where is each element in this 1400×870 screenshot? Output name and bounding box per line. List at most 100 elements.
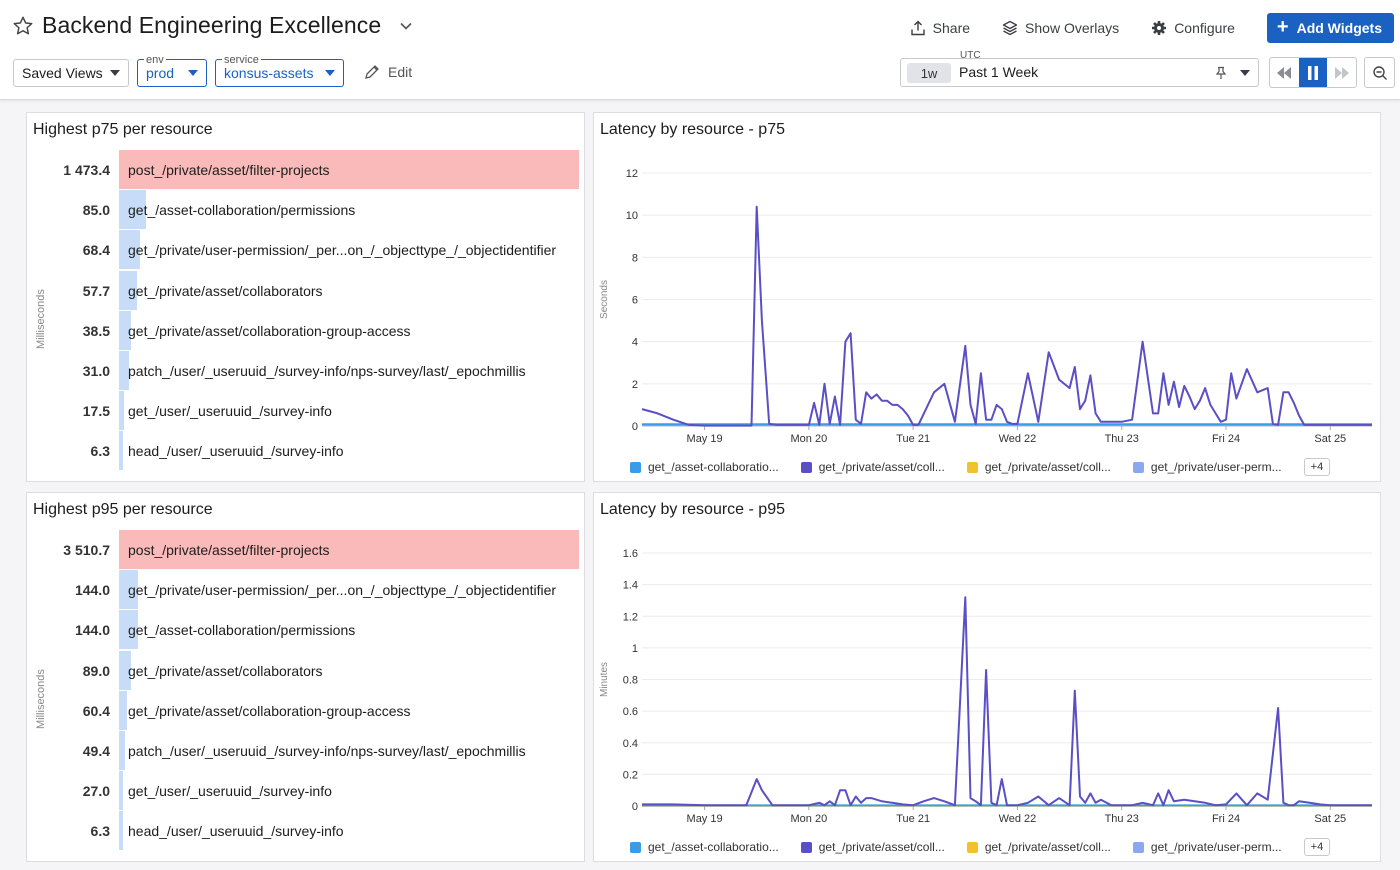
widget-title[interactable]: Highest p75 per resource [33, 121, 213, 138]
add-widgets-button[interactable]: + Add Widgets [1266, 13, 1394, 43]
series-line[interactable] [642, 596, 1372, 807]
caret-down-icon [188, 70, 198, 76]
chart-legend: get_/asset-collaboratio... get_/private/a… [630, 837, 1331, 857]
toplist-row[interactable]: 49.4 patch_/user/_useruuid_/survey-info/n… [27, 731, 584, 771]
toplist-resource-name: get_/private/asset/collaboration-group-a… [128, 702, 411, 719]
toplist-bar [119, 230, 141, 270]
legend-swatch [1132, 841, 1144, 853]
star-icon[interactable] [12, 15, 34, 37]
chart-legend: get_/asset-collaboratio... get_/private/a… [630, 457, 1331, 477]
series-line[interactable] [641, 205, 1372, 427]
rewind-button[interactable] [1270, 58, 1299, 87]
time-picker[interactable]: 1w Past 1 Week [900, 58, 1259, 87]
service-value: konsus-assets [224, 65, 314, 81]
edit-button[interactable]: Edit [364, 64, 412, 80]
toplist-resource-name: get_/asset-collaboration/permissions [128, 202, 356, 219]
toplist-bar [119, 731, 126, 770]
toplist-row[interactable]: 6.3 head_/user/_useruuid_/survey-info [27, 811, 584, 851]
toplist-value: 85.0 [82, 202, 110, 219]
configure-button[interactable]: Configure [1151, 13, 1235, 43]
x-tick-label: Tue 21 [896, 813, 930, 825]
saved-views-select[interactable]: Saved Views [13, 59, 129, 87]
toplist-row[interactable]: 57.7 get_/private/asset/collaborators [27, 270, 584, 311]
pause-icon [1308, 65, 1318, 80]
toplist-row[interactable]: 6.3 head_/user/_useruuid_/survey-info [27, 431, 584, 471]
toplist-row[interactable]: 17.5 get_/user/_useruuid_/survey-info [27, 391, 584, 431]
env-label: env [144, 54, 166, 66]
gear-icon [1152, 21, 1167, 35]
toplist-row[interactable]: 27.0 get_/user/_useruuid_/survey-info [27, 771, 584, 811]
toplist-value: 6.3 [90, 823, 110, 840]
widget-title[interactable]: Latency by resource - p75 [600, 121, 785, 138]
x-tick-label: Thu 23 [1105, 433, 1139, 445]
pin-icon[interactable] [1214, 66, 1228, 80]
y-tick-label: 0 [632, 421, 638, 433]
legend-item[interactable]: get_/private/user-perm... [1132, 460, 1282, 474]
toplist-row[interactable]: 89.0 get_/private/asset/collaborators [27, 650, 584, 691]
y-axis-label: Seconds [599, 280, 610, 319]
x-tick-label: Fri 24 [1212, 813, 1240, 825]
legend-item[interactable]: get_/private/user-perm... [1132, 840, 1282, 854]
p75-toplist-widget: Highest p75 per resource Milliseconds 1 … [26, 112, 585, 482]
share-button[interactable]: Share [910, 13, 970, 43]
legend-item[interactable]: get_/private/asset/coll... [966, 460, 1111, 474]
toplist-row[interactable]: 144.0 get_/private/user-permission/_per..… [27, 570, 584, 610]
toplist-value: 60.4 [82, 702, 110, 719]
caret-down-icon[interactable] [1240, 70, 1250, 76]
legend-item[interactable]: get_/private/asset/coll... [800, 460, 945, 474]
toplist-value: 17.5 [82, 403, 110, 420]
widget-title[interactable]: Latency by resource - p95 [600, 501, 785, 518]
env-select[interactable]: env prod [137, 54, 207, 87]
toplist-row[interactable]: 1 473.4 post_/private/asset/filter-projec… [27, 150, 584, 190]
time-range-label: Past 1 Week [959, 64, 1039, 80]
legend-more-button[interactable]: +4 [1303, 458, 1331, 476]
widget-title[interactable]: Highest p95 per resource [33, 501, 213, 518]
x-tick-label: Wed 22 [999, 433, 1037, 445]
dashboard-header: Backend Engineering Excellence Share Sho… [0, 0, 1400, 100]
legend-more-button[interactable]: +4 [1303, 838, 1331, 856]
toplist-row[interactable]: 38.5 get_/private/asset/collaboration-gro… [27, 310, 584, 351]
toplist-bar [119, 530, 579, 569]
legend-label: get_/private/asset/coll... [818, 840, 945, 854]
toplist-row[interactable]: 68.4 get_/private/user-permission/_per...… [27, 230, 584, 270]
p95-line-chart[interactable]: 0 0.2 0.4 0.6 0.8 1 1.2 1.4 1.6 May 19 Mon 20 Tue 2… [594, 523, 1380, 853]
legend-item[interactable]: get_/asset-collaboratio... [630, 460, 779, 474]
show-overlays-button[interactable]: Show Overlays [1002, 13, 1119, 43]
y-tick-label: 10 [626, 210, 638, 222]
zoom-out-button[interactable] [1364, 57, 1395, 88]
legend-item[interactable]: get_/asset-collaboratio... [630, 840, 779, 854]
x-tick-label: Sat 25 [1314, 433, 1346, 445]
dashboard-title[interactable]: Backend Engineering Excellence [42, 12, 382, 38]
env-value: prod [146, 65, 175, 81]
service-select[interactable]: service konsus-assets [215, 54, 344, 87]
toplist-row[interactable]: 60.4 get_/private/asset/collaboration-gro… [27, 690, 584, 731]
legend-label: get_/asset-collaboratio... [648, 840, 779, 854]
p95-timeseries-widget: Latency by resource - p95 0 0.2 0.4 0.6 0.8 1… [593, 492, 1381, 862]
chevron-down-icon[interactable] [399, 19, 413, 33]
y-tick-label: 6 [632, 295, 638, 307]
toplist-row[interactable]: 3 510.7 post_/private/asset/filter-projec… [27, 530, 584, 570]
y-tick-label: 1 [632, 643, 638, 655]
toplist-resource-name: get_/private/asset/collaborators [128, 662, 323, 679]
legend-item[interactable]: get_/private/asset/coll... [800, 840, 945, 854]
edit-label: Edit [388, 64, 413, 80]
toplist-resource-name: get_/asset-collaboration/permissions [128, 622, 356, 639]
toplist-resource-name: patch_/user/_useruuid_/survey-info/nps-s… [128, 363, 526, 379]
legend-swatch [1132, 461, 1144, 473]
pause-button[interactable] [1298, 58, 1328, 87]
pencil-icon [365, 65, 379, 79]
toplist-row[interactable]: 31.0 patch_/user/_useruuid_/survey-info/n… [27, 351, 584, 391]
toplist-row[interactable]: 85.0 get_/asset-collaboration/permissions [27, 190, 584, 230]
legend-label: get_/asset-collaboratio... [648, 460, 779, 474]
legend-item[interactable]: get_/private/asset/coll... [966, 840, 1111, 854]
timezone-label: UTC [960, 50, 981, 61]
fast-forward-button[interactable] [1327, 58, 1356, 87]
legend-swatch [630, 461, 641, 473]
toplist-row[interactable]: 144.0 get_/asset-collaboration/permission… [27, 610, 584, 650]
toplist-value: 1 473.4 [63, 162, 110, 178]
toplist-bar [119, 570, 138, 610]
toplist-bar [119, 391, 125, 431]
x-tick-label: Fri 24 [1212, 433, 1240, 445]
p75-line-chart[interactable]: 0 2 4 6 8 10 12 May 19 Mon 20 Tue 21 Wed 22 Thu 23 F… [594, 143, 1380, 473]
toplist-bar [119, 351, 129, 390]
